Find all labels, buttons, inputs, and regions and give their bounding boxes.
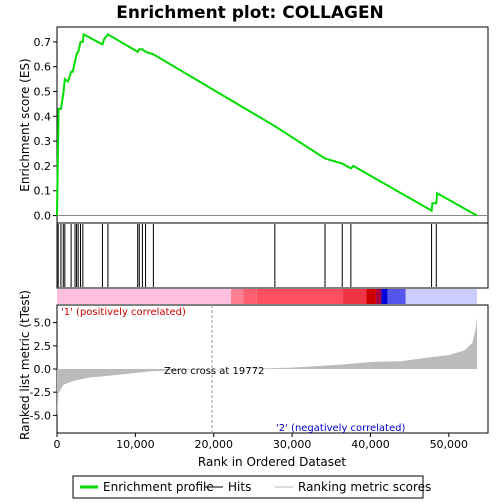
heat-bar-segment: [405, 289, 478, 304]
metric-y-tick-label: 5.0: [34, 317, 52, 330]
legend-label: Enrichment profile: [103, 480, 214, 494]
chart-title: Enrichment plot: COLLAGEN: [116, 3, 384, 23]
legend-label: Ranking metric scores: [298, 480, 431, 494]
legend-frame: [72, 475, 424, 499]
es-y-tick-label: 0.6: [34, 61, 52, 74]
hit-marks: [57, 224, 437, 287]
heat-bar-segment: [243, 289, 257, 304]
ranking-metric-area: [57, 318, 477, 417]
metric-y-tick-label: -2.5: [30, 386, 51, 399]
enrichment-profile-line: [56, 32, 478, 217]
metric-y-axis: -5.0 -2.5 0.0 2.5 5.0: [30, 317, 57, 422]
positive-correlation-label: '1' (positively correlated): [61, 307, 186, 318]
hits-panel-frame: [56, 222, 489, 289]
x-axis-label: Rank in Ordered Dataset: [198, 455, 346, 469]
es-y-tick-label: 0.1: [34, 185, 52, 198]
x-tick-label: 50,000: [430, 438, 469, 451]
metric-y-axis-label: Ranked list metric (tTest): [18, 290, 32, 440]
es-y-tick-label: 0.4: [34, 110, 52, 123]
x-axis: 0 10,000 20,000 30,000 40,000 50,000: [54, 433, 469, 451]
metric-y-tick-label: -5.0: [30, 409, 51, 422]
es-y-tick-label: 0.5: [34, 86, 52, 99]
es-y-tick-label: 0.3: [34, 135, 52, 148]
metric-area-group: [57, 305, 477, 433]
x-tick-label: 30,000: [273, 438, 312, 451]
negative-correlation-label: '2' (negatively correlated): [276, 423, 405, 434]
metric-y-tick-label: 0.0: [34, 363, 52, 376]
es-y-axis: 0.0 0.1 0.2 0.3 0.4 0.5 0.6 0.7: [34, 36, 57, 223]
heat-bar-segment: [256, 289, 344, 304]
es-y-tick-label: 0.0: [34, 210, 52, 223]
heat-bar-segment: [57, 289, 231, 304]
x-tick-label: 40,000: [351, 438, 390, 451]
legend: Enrichment profile Hits Ranking metric sco…: [72, 475, 431, 499]
es-y-tick-label: 0.2: [34, 160, 52, 173]
heat-bar-segment: [381, 289, 388, 304]
heat-bar-segment: [366, 289, 376, 304]
x-tick-label: 10,000: [116, 438, 155, 451]
metric-y-tick-label: 2.5: [34, 340, 52, 353]
heat-bar-segment: [230, 289, 244, 304]
heat-bar-segment: [375, 289, 382, 304]
heat-bar-segment: [387, 289, 406, 304]
legend-label: Hits: [228, 480, 251, 494]
x-tick-label: 0: [54, 438, 61, 451]
zero-cross-label: Zero cross at 19772: [164, 366, 264, 377]
x-tick-label: 20,000: [194, 438, 233, 451]
es-y-tick-label: 0.7: [34, 36, 52, 49]
rank-heat-bar: [57, 289, 478, 304]
heat-bar-segment: [343, 289, 367, 304]
es-y-axis-label: Enrichment score (ES): [18, 58, 32, 191]
es-line-group: [56, 32, 488, 217]
